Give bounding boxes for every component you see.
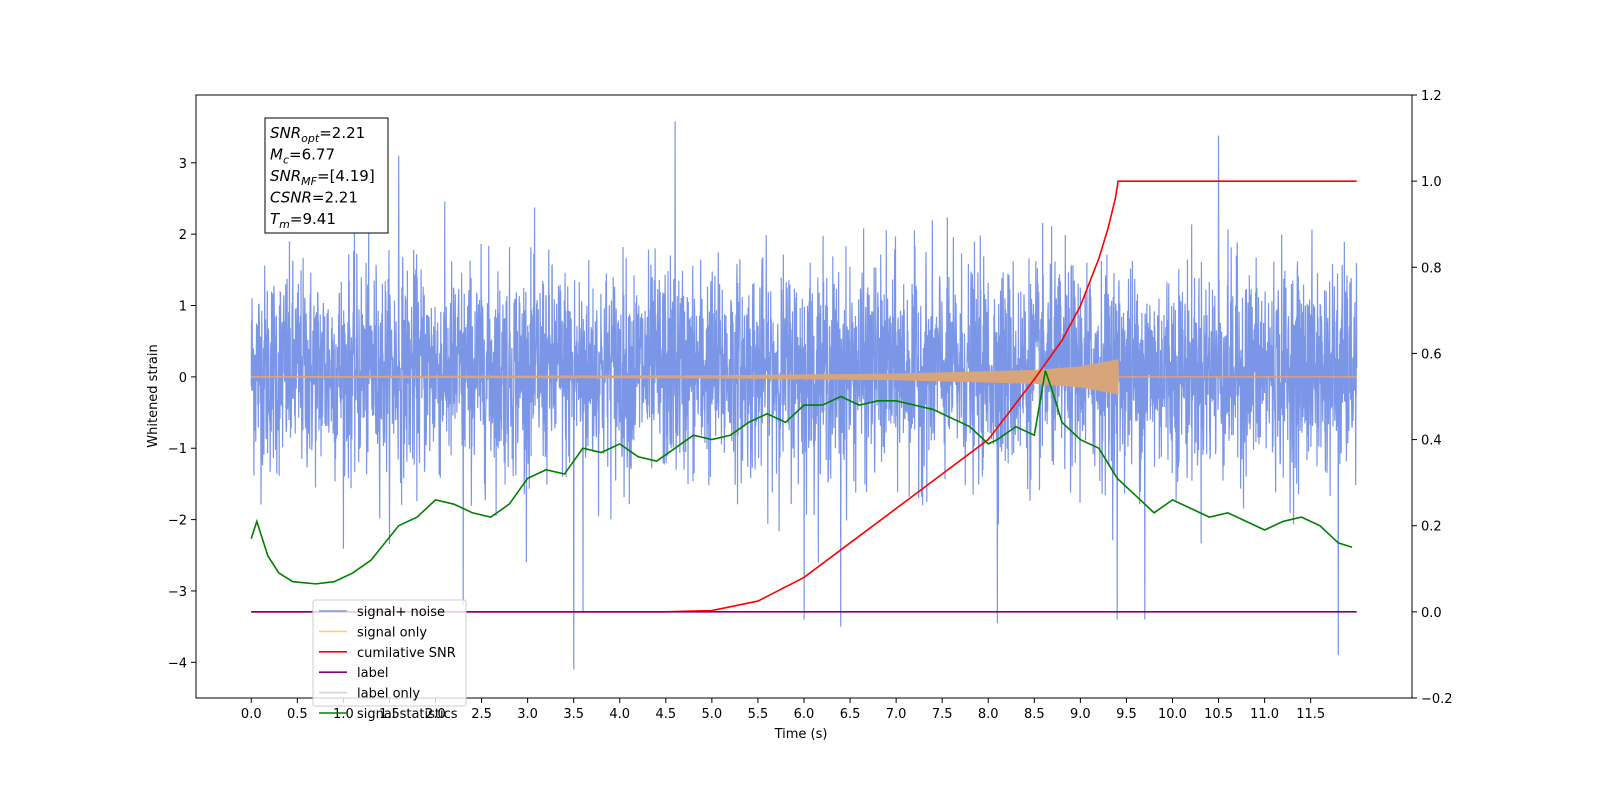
y2-tick-label: 0.0 bbox=[1421, 606, 1442, 621]
x-axis: 0.0 0.5 1.0 1.5 2.0 2.5 3.0 3.5 4.0 4.5 5.0 5.5 6.0 6… bbox=[241, 698, 1325, 722]
x-tick-label: 7.0 bbox=[886, 707, 907, 722]
x-tick-label: 6.5 bbox=[840, 707, 861, 722]
y-tick-label: 3 bbox=[179, 157, 187, 172]
y-tick-label: 1 bbox=[179, 300, 187, 315]
x-tick-label: 11.0 bbox=[1250, 707, 1279, 722]
info-line: SNRopt=2.21 bbox=[270, 124, 365, 145]
series-signal-noise bbox=[250, 121, 1358, 670]
x-tick-label: 1.0 bbox=[333, 707, 354, 722]
x-tick-label: 2.0 bbox=[425, 707, 446, 722]
legend-frame bbox=[312, 599, 467, 707]
legend-label: label only bbox=[357, 687, 420, 702]
x-tick-label: 6.0 bbox=[794, 707, 815, 722]
y-tick-label: −2 bbox=[168, 514, 187, 529]
info-line: Tm=9.41 bbox=[270, 210, 336, 231]
x-tick-label: 4.0 bbox=[609, 707, 630, 722]
x-tick-label: 3.5 bbox=[563, 707, 584, 722]
x-tick-label: 9.5 bbox=[1116, 707, 1137, 722]
info-line: SNRMF=[4.19] bbox=[270, 167, 375, 188]
series-signal-statistics bbox=[250, 370, 1353, 585]
x-tick-label: 0.5 bbox=[287, 707, 308, 722]
x-tick-label: 10.5 bbox=[1204, 707, 1233, 722]
y-axis-right: −0.2 0.0 0.2 0.4 0.6 0.8 1.0 1.2 bbox=[1412, 89, 1453, 707]
x-tick-label: 4.5 bbox=[655, 707, 676, 722]
y-tick-label: 2 bbox=[179, 228, 187, 243]
x-tick-label: 5.0 bbox=[702, 707, 723, 722]
series-cumilative-snr bbox=[251, 180, 1357, 613]
series-line bbox=[251, 180, 1357, 613]
series-signal-only bbox=[250, 359, 1357, 395]
y-tick-label: 0 bbox=[179, 371, 187, 386]
series-line bbox=[250, 121, 1358, 670]
x-tick-label: 8.5 bbox=[1024, 707, 1045, 722]
y-tick-label: −1 bbox=[168, 442, 187, 457]
y-tick-label: −3 bbox=[168, 585, 187, 600]
y2-tick-label: 0.6 bbox=[1421, 347, 1442, 362]
x-tick-label: 10.0 bbox=[1158, 707, 1187, 722]
x-tick-label: 8.0 bbox=[978, 707, 999, 722]
x-tick-label: 2.5 bbox=[471, 707, 492, 722]
legend-label: label bbox=[357, 666, 388, 681]
y-axis-left: −4 −3 −2 −1 0 1 2 3 bbox=[168, 157, 196, 671]
legend-label: signal only bbox=[357, 625, 427, 640]
y-axis-label: Whitened strain bbox=[146, 344, 161, 447]
series-layer bbox=[250, 121, 1358, 670]
series-envelope bbox=[250, 359, 1119, 395]
x-tick-label: 7.5 bbox=[932, 707, 953, 722]
y2-tick-label: −0.2 bbox=[1421, 692, 1453, 707]
y2-tick-label: 1.0 bbox=[1421, 175, 1442, 190]
legend-label: signal statistics bbox=[357, 707, 458, 722]
x-tick-label: 5.5 bbox=[748, 707, 769, 722]
x-tick-label: 0.0 bbox=[241, 707, 262, 722]
series-line bbox=[250, 370, 1353, 585]
legend-label: signal+ noise bbox=[357, 605, 445, 620]
y-tick-label: −4 bbox=[168, 656, 187, 671]
y2-tick-label: 0.4 bbox=[1421, 434, 1442, 449]
x-tick-label: 11.5 bbox=[1296, 707, 1325, 722]
info-box-frame bbox=[264, 117, 389, 234]
y2-tick-label: 0.2 bbox=[1421, 520, 1442, 535]
x-tick-label: 9.0 bbox=[1070, 707, 1091, 722]
x-tick-label: 3.0 bbox=[517, 707, 538, 722]
legend-label: cumilative SNR bbox=[357, 646, 456, 661]
y2-tick-label: 1.2 bbox=[1421, 89, 1442, 104]
info-line: Mc=6.77 bbox=[270, 146, 335, 167]
y2-tick-label: 0.8 bbox=[1421, 261, 1442, 276]
legend: signal+ noise signal only cumilative SNR la… bbox=[312, 599, 467, 722]
x-tick-label: 1.5 bbox=[379, 707, 400, 722]
info-line: CSNR=2.21 bbox=[270, 189, 358, 207]
x-axis-label: Time (s) bbox=[774, 727, 828, 742]
plot-area bbox=[196, 95, 1412, 698]
